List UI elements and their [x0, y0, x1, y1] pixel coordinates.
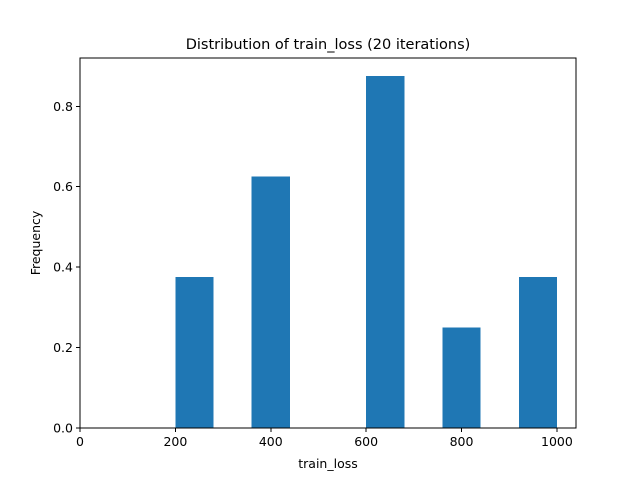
y-tick-label: 0.2 [53, 340, 73, 355]
x-tick-label: 1000 [541, 434, 573, 449]
histogram-bar [518, 277, 557, 428]
plot-frame [79, 57, 577, 429]
y-tick-label: 0.0 [53, 421, 73, 436]
x-tick-label: 0 [76, 434, 84, 449]
y-tick-label: 0.6 [53, 179, 73, 194]
chart-title: Distribution of train_loss (20 iteration… [186, 37, 471, 53]
bars-group [175, 76, 557, 428]
y-tick-label: 0.4 [53, 260, 73, 275]
y-axis-ticks: 0.0 0.2 0.4 0.6 0.8 [53, 99, 80, 436]
x-tick-label: 600 [354, 434, 378, 449]
histogram-bar [175, 277, 214, 428]
x-tick-label: 200 [163, 434, 187, 449]
x-tick-label: 400 [259, 434, 283, 449]
x-axis-ticks: 0 200 400 600 800 1000 [76, 428, 573, 449]
x-tick-label: 800 [450, 434, 474, 449]
y-tick-label: 0.8 [53, 99, 73, 114]
histogram-bar [366, 76, 405, 428]
histogram-bar [251, 176, 290, 428]
x-axis-label: train_loss [298, 456, 358, 471]
histogram-bar [442, 327, 481, 428]
y-axis-label: Frequency [28, 210, 43, 275]
